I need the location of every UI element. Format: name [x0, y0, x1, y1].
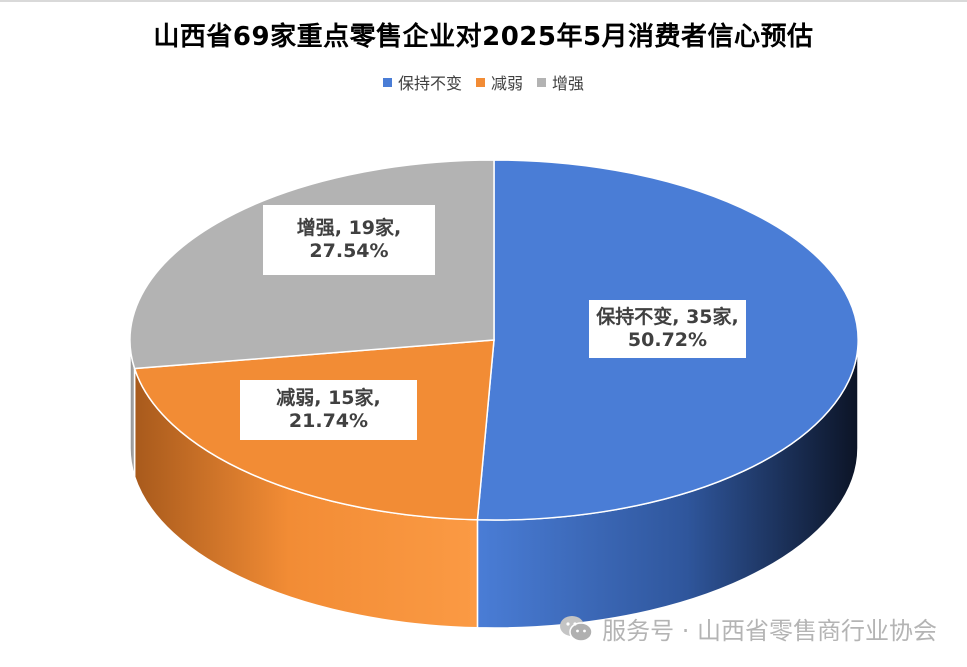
legend-item-unchanged: 保持不变	[382, 70, 462, 94]
data-label-weaken-line1: 减弱, 15家,	[276, 387, 381, 409]
watermark-text: 服务号 · 山西省零售商行业协会	[602, 617, 937, 645]
data-label-weaken: 减弱, 15家, 21.74%	[240, 380, 417, 440]
legend-item-weaken: 减弱	[475, 70, 523, 94]
wechat-icon	[560, 615, 593, 642]
chart-title: 山西省69家重点零售企业对2025年5月消费者信心预估	[153, 22, 814, 52]
data-label-weaken-line2: 21.74%	[288, 410, 369, 432]
legend-swatch-weaken	[475, 77, 485, 87]
legend-swatch-unchanged	[382, 77, 392, 87]
legend-label-weaken: 减弱	[490, 74, 523, 93]
legend-swatch-strengthen	[537, 77, 546, 87]
data-label-unchanged-line2: 50.72%	[627, 329, 708, 351]
legend-item-strengthen: 增强	[537, 70, 584, 94]
data-label-strengthen: 增强, 19家, 27.54%	[263, 205, 435, 275]
chart-legend: 保持不变 减弱 增强	[0, 70, 967, 94]
data-label-strengthen-line1: 增强, 19家,	[296, 217, 402, 239]
data-label-strengthen-line2: 27.54%	[309, 240, 389, 262]
data-label-unchanged: 保持不变, 35家, 50.72%	[589, 300, 746, 358]
legend-label-strengthen: 增强	[552, 74, 585, 93]
data-label-unchanged-line1: 保持不变, 35家,	[596, 306, 739, 328]
top-divider	[0, 0, 967, 2]
watermark: 服务号 · 山西省零售商行业协会	[558, 611, 937, 646]
legend-label-unchanged: 保持不变	[397, 74, 462, 93]
